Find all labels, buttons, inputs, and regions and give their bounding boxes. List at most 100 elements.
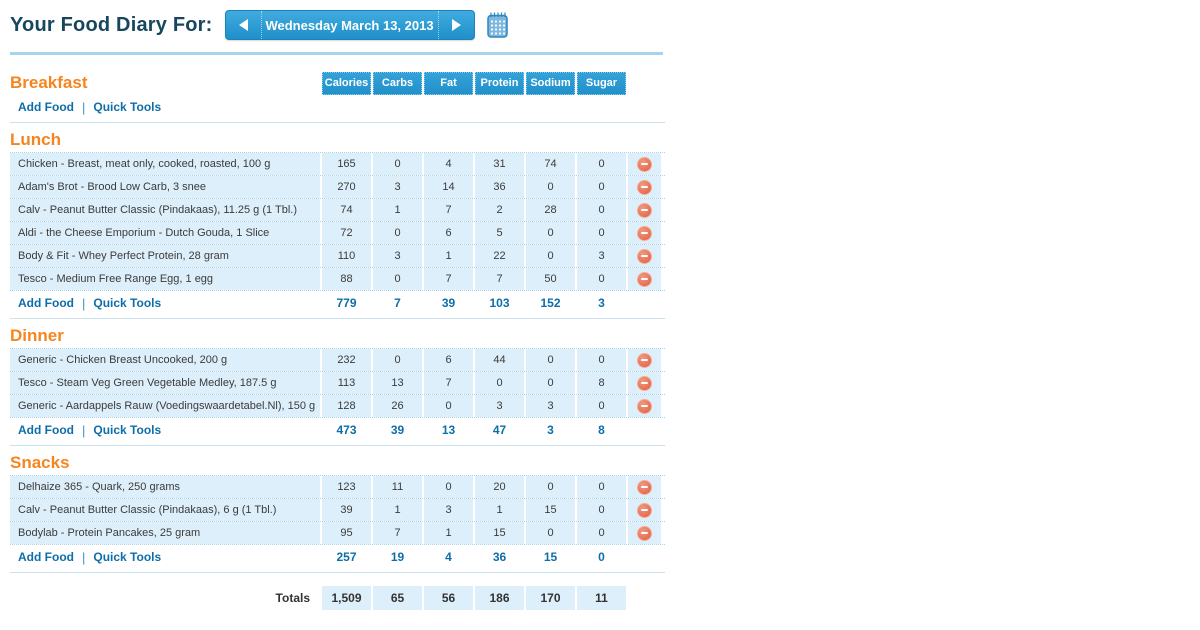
quick-tools-link[interactable]: Quick Tools bbox=[93, 423, 162, 437]
calendar-button[interactable] bbox=[486, 12, 508, 38]
delete-entry-button[interactable] bbox=[637, 202, 652, 218]
quick-tools-link[interactable]: Quick Tools bbox=[93, 296, 162, 310]
delete-entry-button[interactable] bbox=[637, 525, 652, 541]
links-separator: | bbox=[81, 422, 86, 438]
column-header-sugar[interactable]: Sugar bbox=[577, 71, 626, 95]
minus-icon bbox=[641, 509, 648, 511]
section-breakfast: Breakfast Calories Carbs Fat Protein Sodium Su… bbox=[10, 71, 665, 123]
nutrient-protein: 5 bbox=[475, 222, 524, 244]
delete-entry-button[interactable] bbox=[637, 352, 652, 368]
minus-icon bbox=[641, 186, 648, 188]
section-divider bbox=[10, 445, 665, 446]
current-date-label: Wednesday March 13, 2013 bbox=[265, 17, 434, 33]
food-entry-row: Aldi - the Cheese Emporium - Dutch Gouda… bbox=[10, 222, 665, 245]
quick-tools-link[interactable]: Quick Tools bbox=[93, 100, 162, 114]
previous-day-button[interactable] bbox=[226, 11, 262, 39]
nutrient-fat: 1 bbox=[424, 522, 473, 544]
nutrient-sodium: 0 bbox=[526, 372, 575, 394]
section-title-breakfast: Breakfast bbox=[10, 73, 88, 92]
nutrient-carbs: 1 bbox=[373, 499, 422, 521]
delete-cell bbox=[628, 199, 661, 221]
delete-cell bbox=[628, 395, 661, 417]
column-header-calories[interactable]: Calories bbox=[322, 71, 371, 95]
delete-entry-button[interactable] bbox=[637, 179, 652, 195]
food-name-link[interactable]: Generic - Chicken Breast Uncooked, 200 g bbox=[10, 349, 320, 371]
nutrient-sugar: 8 bbox=[577, 372, 626, 394]
nutrient-sugar: 0 bbox=[577, 153, 626, 175]
food-name-link[interactable]: Adam's Brot - Brood Low Carb, 3 snee bbox=[10, 176, 320, 198]
nutrient-calories: 95 bbox=[322, 522, 371, 544]
delete-cell bbox=[628, 268, 661, 290]
subtotal-sodium: 152 bbox=[540, 296, 561, 310]
nutrient-carbs: 13 bbox=[373, 372, 422, 394]
food-entry-row: Delhaize 365 - Quark, 250 grams 123 11 0 20 0… bbox=[10, 476, 665, 499]
minus-icon bbox=[641, 532, 648, 534]
column-header-sodium[interactable]: Sodium bbox=[526, 71, 575, 95]
next-day-button[interactable] bbox=[437, 11, 474, 39]
nutrient-carbs: 0 bbox=[373, 222, 422, 244]
add-food-link[interactable]: Add Food bbox=[18, 296, 74, 310]
delete-entry-button[interactable] bbox=[637, 156, 652, 172]
food-name-link[interactable]: Aldi - the Cheese Emporium - Dutch Gouda… bbox=[10, 222, 320, 244]
nutrient-protein: 22 bbox=[475, 245, 524, 267]
food-name-link[interactable]: Tesco - Medium Free Range Egg, 1 egg bbox=[10, 268, 320, 290]
nutrient-calories: 72 bbox=[322, 222, 371, 244]
column-header-protein[interactable]: Protein bbox=[475, 71, 524, 95]
food-name-link[interactable]: Generic - Aardappels Rauw (Voedingswaard… bbox=[10, 395, 320, 417]
nutrient-fat: 7 bbox=[424, 372, 473, 394]
delete-cell bbox=[628, 476, 661, 498]
food-name-link[interactable]: Chicken - Breast, meat only, cooked, roa… bbox=[10, 153, 320, 175]
delete-cell bbox=[628, 349, 661, 371]
add-food-link[interactable]: Add Food bbox=[18, 100, 74, 114]
food-name-link[interactable]: Body & Fit - Whey Perfect Protein, 28 gr… bbox=[10, 245, 320, 267]
addfood-row-snacks: Add Food | Quick Tools 257 19 4 36 15 0 bbox=[10, 545, 665, 569]
nutrient-carbs: 7 bbox=[373, 522, 422, 544]
nutrient-carbs: 3 bbox=[373, 245, 422, 267]
section-title-snacks: Snacks bbox=[10, 453, 70, 472]
delete-entry-button[interactable] bbox=[637, 479, 652, 495]
add-food-link[interactable]: Add Food bbox=[18, 423, 74, 437]
minus-icon bbox=[641, 163, 648, 165]
nutrient-fat: 0 bbox=[424, 395, 473, 417]
addfood-row-dinner: Add Food | Quick Tools 473 39 13 47 3 8 bbox=[10, 418, 665, 442]
column-header-carbs[interactable]: Carbs bbox=[373, 71, 422, 95]
delete-entry-button[interactable] bbox=[637, 271, 652, 287]
minus-icon bbox=[641, 486, 648, 488]
delete-cell bbox=[628, 245, 661, 267]
food-name-link[interactable]: Calv - Peanut Butter Classic (Pindakaas)… bbox=[10, 499, 320, 521]
nutrient-sodium: 0 bbox=[526, 245, 575, 267]
food-name-link[interactable]: Delhaize 365 - Quark, 250 grams bbox=[10, 476, 320, 498]
add-food-link[interactable]: Add Food bbox=[18, 550, 74, 564]
nutrient-protein: 2 bbox=[475, 199, 524, 221]
food-name-link[interactable]: Bodylab - Protein Pancakes, 25 gram bbox=[10, 522, 320, 544]
section-dinner: Dinner Generic - Chicken Breast Uncooked,… bbox=[10, 324, 665, 446]
delete-cell bbox=[628, 176, 661, 198]
subtotal-protein: 47 bbox=[492, 423, 507, 437]
subtotal-calories: 779 bbox=[336, 296, 357, 310]
food-entry-row: Tesco - Steam Veg Green Vegetable Medley… bbox=[10, 372, 665, 395]
delete-entry-button[interactable] bbox=[637, 225, 652, 241]
food-name-link[interactable]: Tesco - Steam Veg Green Vegetable Medley… bbox=[10, 372, 320, 394]
quick-tools-link[interactable]: Quick Tools bbox=[93, 550, 162, 564]
grand-total-sodium: 170 bbox=[526, 586, 575, 610]
nutrient-fat: 7 bbox=[424, 199, 473, 221]
food-rows-snacks: Delhaize 365 - Quark, 250 grams 123 11 0 20 0… bbox=[10, 475, 665, 545]
nutrient-calories: 74 bbox=[322, 199, 371, 221]
nutrient-fat: 4 bbox=[424, 153, 473, 175]
column-header-fat[interactable]: Fat bbox=[424, 71, 473, 95]
delete-entry-button[interactable] bbox=[637, 502, 652, 518]
delete-entry-button[interactable] bbox=[637, 375, 652, 391]
food-entry-row: Body & Fit - Whey Perfect Protein, 28 gr… bbox=[10, 245, 665, 268]
delete-cell bbox=[628, 153, 661, 175]
section-links-snacks: Add Food | Quick Tools bbox=[10, 550, 320, 565]
nutrient-fat: 7 bbox=[424, 268, 473, 290]
delete-entry-button[interactable] bbox=[637, 398, 652, 414]
food-name-link[interactable]: Calv - Peanut Butter Classic (Pindakaas)… bbox=[10, 199, 320, 221]
nutrient-sodium: 74 bbox=[526, 153, 575, 175]
nutrient-sugar: 0 bbox=[577, 476, 626, 498]
nutrient-sodium: 0 bbox=[526, 476, 575, 498]
section-title-row-snacks: Snacks bbox=[10, 451, 665, 475]
delete-entry-button[interactable] bbox=[637, 248, 652, 264]
grand-total-sugar: 11 bbox=[577, 586, 626, 610]
minus-icon bbox=[641, 359, 648, 361]
